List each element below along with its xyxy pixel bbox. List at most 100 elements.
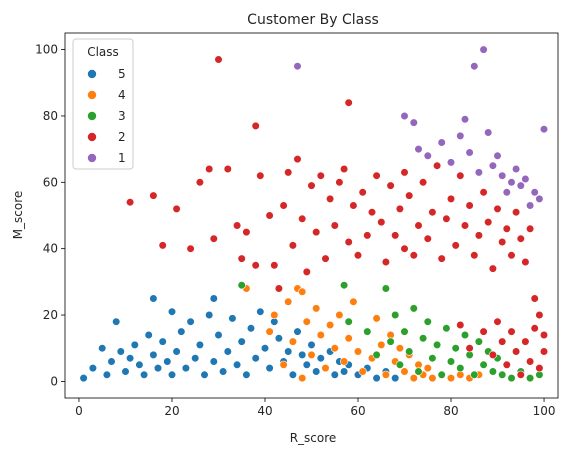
x-axis-label: R_score	[290, 431, 337, 445]
data-point	[428, 208, 437, 217]
data-point	[414, 367, 423, 376]
data-point	[88, 364, 97, 373]
data-point	[321, 254, 330, 263]
data-point	[279, 201, 288, 210]
data-point	[516, 234, 525, 243]
data-point	[307, 181, 316, 190]
legend-label: 1	[118, 151, 126, 165]
data-point	[98, 344, 107, 353]
data-point	[302, 360, 311, 369]
data-point	[140, 370, 149, 379]
data-point	[386, 181, 395, 190]
data-point	[205, 164, 214, 174]
data-point	[395, 204, 405, 213]
data-point	[302, 317, 311, 326]
data-point	[316, 330, 325, 340]
data-point	[507, 374, 516, 383]
data-point	[456, 171, 465, 180]
data-point	[433, 340, 442, 350]
data-point	[446, 194, 456, 203]
data-point	[530, 188, 539, 197]
data-point	[153, 364, 163, 373]
data-point	[298, 287, 307, 296]
data-point	[312, 367, 321, 376]
data-point	[219, 367, 228, 376]
data-point	[423, 317, 432, 326]
data-point	[409, 251, 418, 260]
data-point	[488, 264, 498, 273]
data-point	[135, 360, 144, 369]
data-point	[511, 347, 521, 356]
y-axis-ticks: 0 20 40 60 80 100	[35, 43, 65, 388]
data-point	[186, 317, 195, 326]
data-point	[112, 317, 121, 326]
data-point	[381, 284, 391, 293]
data-point	[246, 324, 256, 333]
data-point	[409, 304, 418, 313]
data-point	[326, 194, 335, 203]
data-point	[237, 281, 246, 290]
data-point	[521, 257, 530, 267]
data-point	[223, 164, 232, 174]
data-point	[493, 317, 502, 326]
data-point	[400, 168, 409, 177]
data-point	[167, 370, 177, 379]
data-point	[195, 178, 204, 187]
data-point	[400, 327, 409, 336]
x-tick-label: 40	[257, 404, 272, 418]
x-tick-label: 80	[443, 404, 458, 418]
y-tick-label: 100	[35, 43, 58, 57]
data-point	[288, 241, 298, 250]
data-point	[433, 161, 442, 170]
data-point	[298, 214, 307, 223]
legend-label: 3	[118, 109, 126, 123]
data-point	[330, 370, 339, 379]
data-point	[488, 367, 498, 376]
data-point	[405, 191, 414, 200]
data-point	[446, 374, 456, 383]
data-point	[209, 234, 218, 243]
data-point	[200, 370, 209, 379]
data-point	[102, 370, 111, 379]
data-point	[79, 374, 88, 383]
data-point	[423, 234, 432, 243]
data-point	[525, 201, 535, 210]
data-point	[502, 188, 511, 197]
data-point	[474, 337, 484, 346]
data-point	[158, 337, 167, 346]
data-point	[358, 188, 367, 197]
data-point	[158, 241, 167, 250]
data-point	[293, 155, 302, 164]
data-point	[498, 337, 507, 346]
data-point	[344, 317, 353, 326]
data-point	[191, 354, 200, 363]
data-point	[535, 310, 544, 320]
data-point	[209, 294, 218, 303]
data-point	[172, 204, 181, 213]
legend-marker	[87, 111, 97, 121]
data-point	[391, 231, 400, 240]
data-point	[149, 191, 158, 200]
data-point	[265, 211, 274, 220]
data-point	[167, 307, 177, 316]
data-point	[507, 327, 516, 336]
data-point	[502, 360, 511, 369]
data-point	[484, 128, 493, 137]
data-point	[419, 178, 428, 187]
data-point	[270, 310, 279, 320]
x-tick-label: 100	[533, 404, 556, 418]
data-point	[474, 168, 484, 177]
x-axis-ticks: 0 20 40 60 80 100	[75, 398, 556, 418]
data-point	[395, 344, 405, 353]
legend-marker	[87, 90, 97, 100]
data-point	[372, 314, 381, 323]
data-point	[511, 208, 521, 217]
data-point	[372, 374, 381, 383]
data-point	[400, 367, 409, 376]
data-point	[377, 340, 386, 350]
data-point	[488, 350, 498, 360]
data-point	[456, 320, 465, 330]
data-point	[498, 370, 507, 379]
data-point	[265, 364, 274, 373]
data-point	[474, 231, 484, 240]
